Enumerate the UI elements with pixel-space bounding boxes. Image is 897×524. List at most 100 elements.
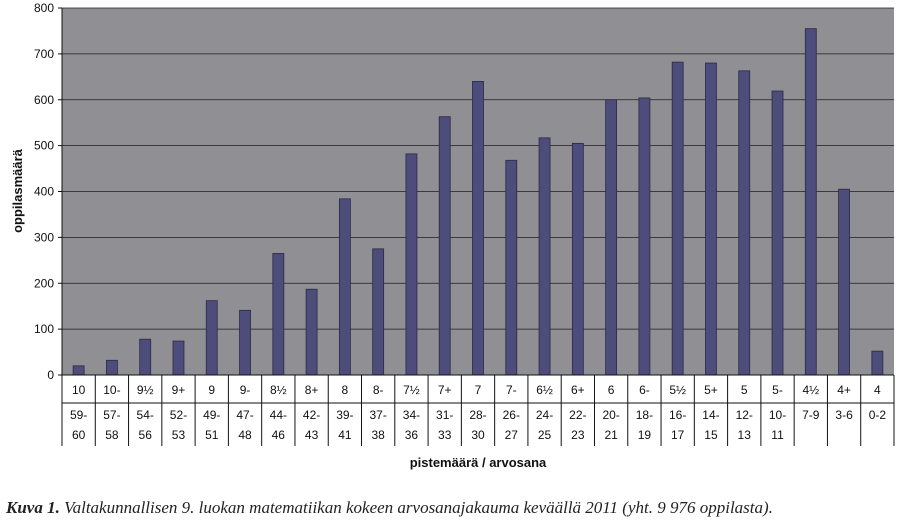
grade-label: 6+ [571,383,585,397]
points-label-line1: 10- [769,408,786,422]
points-label-line2: 38 [371,428,385,442]
points-label-line2: 30 [471,428,485,442]
points-label-line2: 27 [505,428,519,442]
bar-5+ [705,62,717,376]
bar-10 [72,365,85,376]
bar-9- [239,309,251,376]
y-tick-label: 800 [34,1,54,15]
points-label: 3-6 [835,408,853,422]
points-label-line1: 18- [636,408,653,422]
grade-label: 6 [608,383,615,397]
points-label-line1: 20- [602,408,619,422]
y-tick-label: 400 [34,185,54,199]
points-label-line2: 43 [305,428,319,442]
points-label-line2: 17 [671,428,685,442]
y-tick-label: 300 [34,230,54,244]
y-tick-label: 600 [34,93,54,107]
grade-label: 9½ [137,383,154,397]
y-tick-label: 100 [34,322,54,336]
y-tick-label: 700 [34,47,54,61]
points-label-line2: 51 [205,428,219,442]
points-label-line1: 31- [436,408,453,422]
grade-label: 4 [874,383,881,397]
points-label-line1: 14- [702,408,719,422]
grade-label: 4+ [837,383,851,397]
bar-5- [771,90,784,376]
bar-9+ [172,340,185,376]
bar-7+ [438,116,451,376]
bar-8½ [272,253,285,376]
points-label-line2: 48 [238,428,252,442]
points-label-line1: 28- [469,408,486,422]
bar-6½ [538,137,551,376]
bar-9½ [139,338,152,376]
y-axis-title: oppilasmäärä [10,148,25,233]
y-tick-label: 200 [34,276,54,290]
points-label-line1: 16- [669,408,686,422]
points-label-line2: 58 [105,428,119,442]
grade-label: 7 [475,383,482,397]
points-label-line1: 59- [70,408,87,422]
grade-label: 6½ [536,383,553,397]
points-label-line2: 11 [771,428,784,442]
category-table: 1059-6010-57-589½54-569+52-53949-519-47-… [61,375,895,446]
grade-label: 8 [342,383,349,397]
bars [72,28,884,376]
grade-label: 9- [240,383,251,397]
bar-6 [605,99,618,376]
bar-6+ [571,142,584,376]
grade-label: 4½ [802,383,819,397]
grade-label: 9+ [172,383,186,397]
points-label-line2: 25 [538,428,552,442]
grade-label: 6- [639,383,650,397]
points-label-line2: 41 [338,428,352,442]
bar-5 [738,70,751,376]
points-label-line2: 15 [704,428,718,442]
points-label-line1: 26- [503,408,520,422]
points-label-line2: 23 [571,428,585,442]
points-label-line1: 44- [270,408,287,422]
bar-4 [871,350,884,376]
bar-7½ [405,153,418,376]
caption-lead: Kuva 1. [6,498,60,517]
points-label-line1: 12- [736,408,753,422]
points-label-line2: 46 [272,428,286,442]
figure-caption: Kuva 1. Valtakunnallisen 9. luokan matem… [6,498,891,518]
grade-label: 8- [373,383,384,397]
grade-label: 7+ [438,383,452,397]
bar-7 [472,81,484,376]
grade-label: 10- [103,383,120,397]
grade-label: 10 [72,383,86,397]
grade-label: 7- [506,383,517,397]
points-label-line1: 22- [569,408,586,422]
bar-4½ [804,28,817,376]
grade-label: 5 [741,383,748,397]
points-label-line1: 24- [536,408,553,422]
points-label-line2: 60 [72,428,86,442]
points-label-line1: 39- [336,408,353,422]
points-label: 0-2 [869,408,887,422]
points-label-line2: 33 [438,428,452,442]
bar-7- [505,159,518,376]
points-label-line2: 13 [738,428,752,442]
bar-10- [106,359,118,376]
points-label-line1: 42- [303,408,320,422]
bar-9 [205,300,218,376]
y-tick-label: 0 [47,368,54,382]
points-label-line1: 49- [203,408,220,422]
grade-label: 8½ [270,383,287,397]
points-label-line2: 21 [604,428,618,442]
points-label-line2: 56 [139,428,153,442]
grade-label: 5+ [704,383,718,397]
y-tick-labels: 0 100 200 300 400 500 600 700 800 [34,1,62,382]
points-label-line1: 54- [137,408,154,422]
points-label: 7-9 [802,408,820,422]
points-label-line1: 52- [170,408,187,422]
caption-text: Valtakunnallisen 9. luokan matematiikan … [59,498,773,517]
points-label-line1: 47- [236,408,253,422]
grade-label: 5- [772,383,783,397]
grade-label: 7½ [403,383,420,397]
grade-label: 9 [208,383,215,397]
x-axis-title: pistemäärä / arvosana [410,455,547,470]
